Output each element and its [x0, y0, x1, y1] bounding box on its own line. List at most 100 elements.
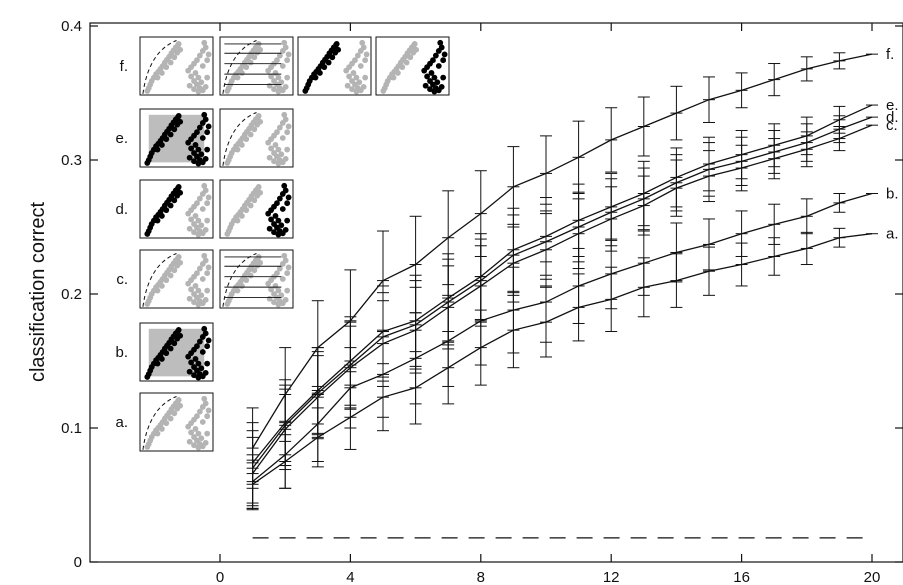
y-axis: 0 0.1 0.2 0.3 0.4	[61, 18, 903, 571]
inset-arc	[142, 396, 177, 450]
inset-dot	[204, 57, 211, 64]
inset-dot	[276, 265, 283, 272]
inset-dot	[272, 283, 279, 289]
inset-dot	[276, 52, 283, 59]
inset-dot	[204, 270, 211, 277]
inset-dot	[275, 217, 282, 224]
inset-dot	[281, 39, 288, 46]
inset-dot	[194, 200, 200, 207]
inset-dot	[175, 327, 182, 333]
inset-dot	[201, 39, 208, 46]
inset-dot	[243, 207, 250, 214]
inset-panel	[139, 179, 214, 239]
inset-dot	[159, 283, 165, 289]
inset-label: e.	[115, 130, 128, 147]
inset-dot	[403, 59, 410, 66]
inset-dot	[257, 118, 264, 125]
series-label-c: c.	[886, 117, 898, 134]
inset-dot	[275, 160, 282, 167]
inset-dot	[257, 259, 264, 266]
inset-dot	[191, 372, 197, 379]
inset-dot	[196, 52, 203, 59]
series-line	[252, 116, 873, 469]
inset-dot	[159, 70, 165, 76]
inset-dot	[279, 63, 286, 69]
inset-label: c.	[116, 271, 128, 288]
inset-dot	[239, 142, 245, 148]
inset-dot	[357, 63, 364, 69]
inset-panel	[297, 36, 372, 96]
inset-dot	[247, 272, 254, 279]
inset-dot	[284, 200, 291, 207]
inset-dot	[359, 39, 366, 46]
inset-dot	[202, 439, 209, 446]
inset-dot	[284, 217, 291, 224]
series-line	[252, 124, 873, 474]
inset-dot	[195, 88, 202, 95]
inset-dot	[194, 270, 200, 277]
inset-dot	[281, 182, 288, 189]
inset-dot	[196, 265, 203, 272]
inset-dot	[186, 154, 193, 161]
inset-dot	[167, 59, 174, 66]
inset-dot	[202, 83, 209, 90]
inset-dot	[325, 59, 332, 66]
inset-dot	[239, 213, 245, 219]
inset-dot	[278, 79, 285, 86]
inset-dot	[282, 83, 289, 90]
series-line	[252, 233, 873, 485]
inset-dot	[427, 86, 433, 93]
inset-panel	[375, 36, 450, 96]
inset-dot	[204, 74, 211, 81]
inset-dot	[234, 217, 241, 224]
series-labels: f. e.d.c. b. a.	[886, 46, 899, 243]
inset-dot	[274, 57, 280, 64]
inset-dot	[195, 430, 202, 437]
inset-dot	[195, 287, 202, 294]
inset-dot	[354, 52, 361, 59]
inset-dot	[279, 206, 286, 212]
inset-dot	[175, 41, 182, 47]
x-tick-label: 4	[346, 569, 354, 585]
inset-dot	[430, 57, 436, 64]
inset-dot	[163, 136, 170, 143]
x-axis: 0 4 8 12 16 20	[216, 23, 880, 585]
inset-row-c: c.	[116, 249, 294, 309]
inset-panel	[139, 322, 214, 382]
inset-dot	[163, 350, 170, 357]
y-tick-label: 0.2	[61, 286, 82, 303]
inset-dot	[282, 257, 289, 264]
inset-dot	[282, 116, 289, 123]
inset-dot	[199, 276, 206, 282]
inset-dot	[195, 160, 202, 167]
inset-dot	[257, 46, 264, 53]
inset-dot	[428, 70, 435, 76]
inset-dot	[413, 46, 420, 53]
inset-dot	[272, 70, 279, 76]
inset-dot	[194, 129, 200, 136]
inset-dot	[186, 368, 193, 375]
inset-dot	[204, 430, 211, 437]
inset-dot	[279, 135, 286, 141]
inset-dot	[243, 277, 250, 284]
inset-dot	[204, 146, 211, 153]
series-layer	[246, 52, 878, 511]
inset-dot	[251, 267, 258, 274]
inset-panel	[219, 36, 294, 96]
inset-dot	[175, 397, 182, 403]
inset-label: d.	[115, 201, 128, 218]
inset-dot	[279, 276, 286, 282]
inset-dot	[204, 287, 211, 294]
inset-dot	[186, 295, 193, 302]
inset-dot	[198, 365, 205, 372]
inset-dot	[349, 86, 355, 93]
inset-label: b.	[115, 344, 128, 361]
inset-dot	[441, 51, 448, 58]
inset-dot	[201, 325, 208, 332]
inset-arc	[142, 40, 177, 94]
series-label-b: b.	[886, 186, 899, 203]
inset-dot	[282, 226, 289, 233]
inset-dot	[188, 216, 194, 223]
inset-dot	[285, 194, 292, 201]
inset-dot	[278, 222, 285, 229]
